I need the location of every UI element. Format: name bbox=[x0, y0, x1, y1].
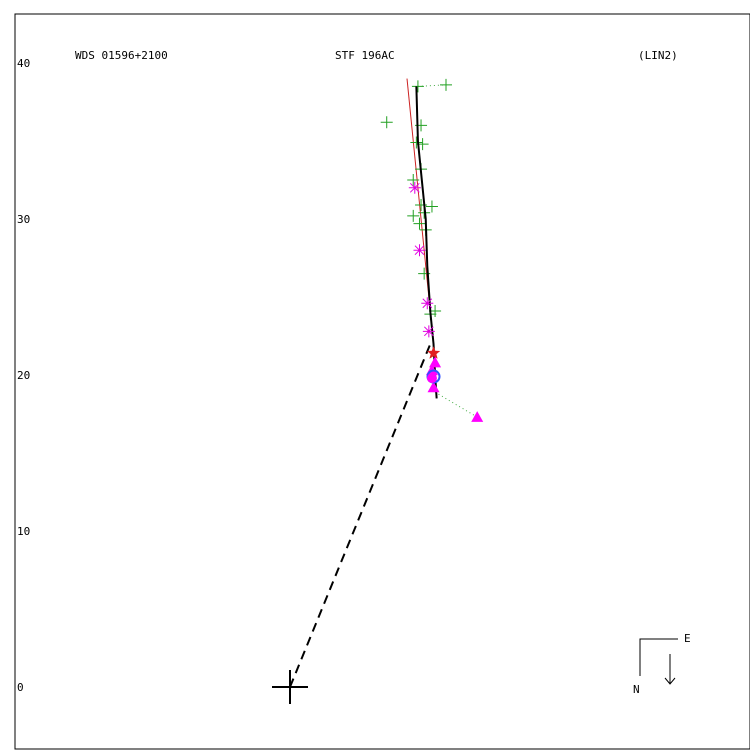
measurement-asterisk-1 bbox=[413, 244, 426, 257]
measurement-plus-0 bbox=[411, 80, 424, 93]
measurement-asterisk-2 bbox=[421, 297, 434, 310]
primary-star-marker bbox=[272, 670, 308, 704]
y-tick-label-40: 40 bbox=[17, 57, 30, 70]
measurement-plus-11 bbox=[407, 209, 420, 222]
y-axis-tick-labels: 0 10 20 30 40 bbox=[17, 57, 30, 694]
measurement-triangle-3 bbox=[471, 411, 484, 422]
compass-north-label: N bbox=[633, 683, 640, 696]
measurement-asterisk-3 bbox=[422, 325, 435, 338]
header-right: (LIN2) bbox=[638, 49, 678, 62]
compass: E N bbox=[633, 632, 691, 696]
y-tick-label-30: 30 bbox=[17, 213, 30, 226]
measurement-asterisk-0 bbox=[408, 181, 421, 194]
separation-vector bbox=[289, 343, 432, 688]
measurement-plus-10 bbox=[425, 200, 438, 213]
compass-frame bbox=[639, 638, 678, 676]
measurement-plus-12 bbox=[413, 217, 426, 230]
y-tick-label-10: 10 bbox=[17, 525, 30, 538]
measurement-triangle-0 bbox=[429, 356, 442, 368]
header-left: WDS 01596+2100 bbox=[75, 49, 168, 62]
compass-arrow-icon bbox=[664, 654, 676, 685]
measurement-plus-7 bbox=[407, 174, 420, 186]
measurement-plus-2 bbox=[380, 116, 393, 129]
chart-marks bbox=[272, 78, 484, 704]
measurement-star-0 bbox=[426, 346, 441, 359]
residual-link-1 bbox=[434, 391, 478, 418]
plot-frame bbox=[14, 13, 750, 750]
measurement-filled-circle-0 bbox=[426, 373, 437, 384]
measurement-plus-1 bbox=[440, 78, 452, 91]
y-tick-label-20: 20 bbox=[17, 369, 30, 382]
y-tick-label-0: 0 bbox=[17, 681, 24, 694]
measurement-plus-4 bbox=[410, 136, 423, 149]
measurement-triangle-2 bbox=[427, 381, 440, 393]
compass-east-label: E bbox=[684, 632, 691, 645]
chart-title: STF 196AC bbox=[335, 49, 395, 62]
